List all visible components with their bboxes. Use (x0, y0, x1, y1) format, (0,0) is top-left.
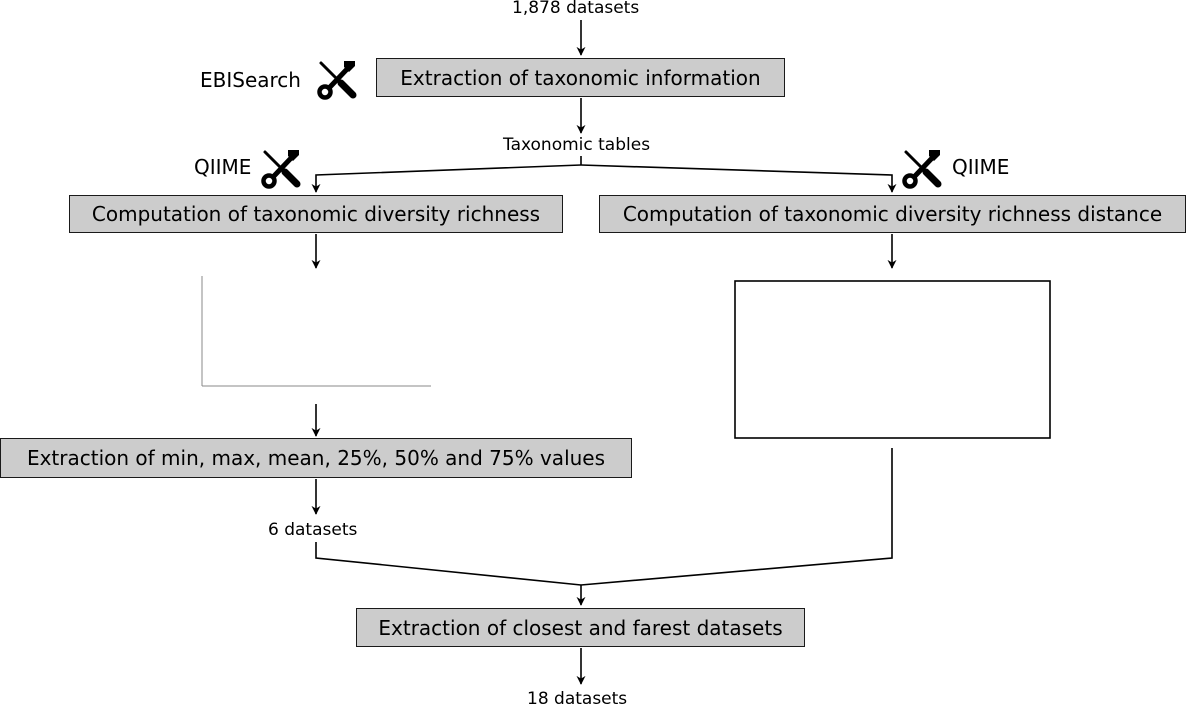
wrench-screwdriver-icon (317, 61, 357, 100)
extract-stats-box: Extraction of min, max, mean, 25%, 50% a… (0, 438, 632, 478)
taxonomic-tables-label: Taxonomic tables (503, 135, 651, 155)
extract-taxonomic-box: Extraction of taxonomic information (376, 58, 785, 97)
input-datasets-label: 1,878 datasets (512, 0, 640, 18)
merge-left (315, 542, 582, 586)
ebisearch-tool-label: EBISearch (200, 68, 301, 92)
six-datasets-label: 6 datasets (268, 520, 358, 540)
distance-plot-frame (734, 280, 1051, 439)
qiime-tool-label-left: QIIME (194, 155, 252, 179)
output-datasets-label: 18 datasets (527, 689, 628, 709)
distance-box: Computation of taxonomic diversity richn… (599, 195, 1186, 233)
richness-plot-axes (201, 276, 431, 387)
richness-box: Computation of taxonomic diversity richn… (69, 195, 563, 233)
arrow-to-richness (311, 164, 582, 193)
qiime-tool-label-right: QIIME (952, 155, 1010, 179)
wrench-screwdriver-icon (902, 150, 942, 189)
merge-right (580, 448, 893, 586)
extract-closest-box: Extraction of closest and farest dataset… (356, 608, 805, 647)
wrench-screwdriver-icon (261, 150, 301, 189)
arrow-to-distance (580, 164, 897, 193)
